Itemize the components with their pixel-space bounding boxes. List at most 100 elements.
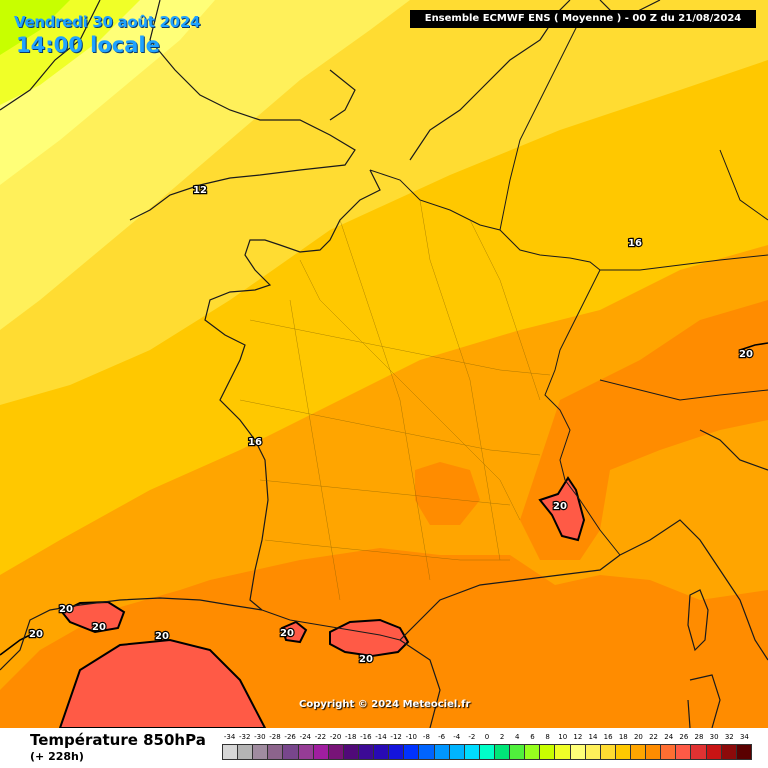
hot-cell-spain-north [60, 600, 126, 634]
legend-swatch [404, 744, 420, 760]
legend-tick-label: 16 [603, 733, 613, 741]
map-canvas: 12 16 16 20 20 20 20 20 20 20 20 [0, 0, 768, 728]
department-borders [239, 199, 551, 601]
isotherm-label: 16 [248, 437, 262, 448]
legend-tick-label: -22 [314, 733, 327, 741]
legend-swatch [691, 744, 707, 760]
isotherm-label: 20 [553, 501, 567, 512]
legend-tick-label: 34 [739, 733, 749, 741]
legend-swatch [661, 744, 677, 760]
legend-tick-label: -8 [422, 733, 430, 741]
isotherm-20-east [739, 342, 768, 351]
hot-cell-pyrenees [329, 618, 410, 658]
legend-tick-label: -12 [390, 733, 402, 741]
legend-tick-label: -24 [299, 733, 311, 741]
legend-title: Température 850hPa [30, 731, 206, 749]
legend-tick-label: -16 [360, 733, 372, 741]
legend-swatch [358, 744, 375, 760]
hot-cell-alps [538, 476, 586, 542]
forecast-time: 14:00 locale [16, 33, 160, 57]
legend-tick-label: 18 [618, 733, 628, 741]
legend-swatch [525, 744, 541, 760]
legend-swatch [600, 744, 616, 760]
legend-tick-label: -32 [238, 733, 251, 741]
isotherm-label: 20 [29, 629, 43, 640]
band-20-22-central [415, 462, 480, 525]
legend-tick-label: 4 [515, 733, 520, 741]
legend-tick-label: -10 [405, 733, 417, 741]
legend-tick-label: 20 [633, 733, 643, 741]
legend-tick-label: 0 [484, 733, 490, 741]
legend-swatch [630, 744, 647, 760]
isotherm-label: 20 [92, 622, 106, 633]
legend-swatch [676, 744, 692, 760]
legend-swatch [419, 744, 435, 760]
band-20-22-east [520, 300, 768, 560]
legend-tick-label: 8 [545, 733, 550, 741]
legend-tick-label: -26 [284, 733, 296, 741]
legend-swatch [389, 744, 405, 760]
copyright-text: Copyright © 2024 Meteociel.fr [299, 699, 471, 710]
legend-swatch [464, 744, 480, 760]
legend-swatch [570, 744, 586, 760]
legend-swatch [555, 744, 571, 760]
isotherm-label: 20 [359, 654, 373, 665]
legend-swatch [374, 744, 390, 760]
isotherm-label: 20 [155, 631, 169, 642]
legend-swatch [615, 744, 631, 760]
legend-tick-label: 14 [588, 733, 598, 741]
legend-tick-label: -6 [438, 733, 446, 741]
hot-cell-iberia [58, 638, 267, 728]
legend-tick-label: -30 [254, 733, 266, 741]
isotherm-label: 20 [59, 604, 73, 615]
legend-tick-label: -20 [329, 733, 342, 741]
legend-tick-label: 12 [573, 733, 583, 741]
legend-swatch [253, 744, 269, 760]
legend-tick-labels: -34 -32 -30 -28 -26 -24 -22 -20 -18 -16 -14 -12 -10-… [222, 733, 752, 743]
legend-tick-label: -4 [453, 733, 461, 741]
national-borders [261, 19, 768, 641]
legend-swatch [268, 744, 284, 760]
legend-swatch [646, 744, 662, 760]
legend-swatch [449, 744, 465, 760]
legend-swatch [238, 744, 254, 760]
legend-swatches [222, 744, 752, 760]
legend-tick-label: 26 [679, 733, 689, 741]
legend-tick-label: 10 [558, 733, 568, 741]
model-banner: Ensemble ECMWF ENS ( Moyenne ) - 00 Z du… [410, 10, 756, 28]
legend-swatch [283, 744, 299, 760]
band-6-8 [0, 0, 70, 55]
legend-swatch [479, 744, 495, 760]
legend-tick-label: -18 [344, 733, 357, 741]
isotherm-labels: 12 16 16 20 20 20 20 20 20 20 20 [28, 184, 754, 666]
legend-swatch [313, 744, 329, 760]
legend-swatch [540, 744, 556, 760]
legend-tick-label: -2 [468, 733, 476, 741]
temperature-map: 12 16 16 20 20 20 20 20 20 20 20 Vendredi 30 août … [0, 0, 768, 728]
hot-cell-basque [280, 620, 308, 644]
isotherm-label: 12 [193, 185, 207, 196]
legend-swatch [222, 744, 239, 760]
legend-swatch [585, 744, 601, 760]
legend-swatch [434, 744, 450, 760]
legend-tick-label: 28 [694, 733, 704, 741]
legend-swatch [510, 744, 526, 760]
legend-swatch [736, 744, 752, 760]
legend-tick-label: 32 [724, 733, 734, 741]
legend-tick-label: 6 [530, 733, 535, 741]
legend-tick-label: -14 [375, 733, 387, 741]
legend-tick-label: 30 [709, 733, 719, 741]
legend-tick-label: 2 [499, 733, 505, 741]
legend-subtitle: (+ 228h) [30, 750, 84, 763]
legend-tick-label: 22 [649, 733, 659, 741]
legend-tick-label: 24 [664, 733, 674, 741]
isotherm-label: 16 [628, 238, 642, 249]
legend-swatch [343, 744, 359, 760]
isotherm-label: 20 [739, 349, 753, 360]
isotherm-20-west [0, 629, 41, 656]
color-legend: Température 850hPa (+ 228h) -34 -32 -30 -28… [0, 728, 768, 768]
legend-swatch [721, 744, 737, 760]
legend-swatch [706, 744, 722, 760]
legend-tick-label: -28 [269, 733, 281, 741]
legend-swatch [328, 744, 344, 760]
